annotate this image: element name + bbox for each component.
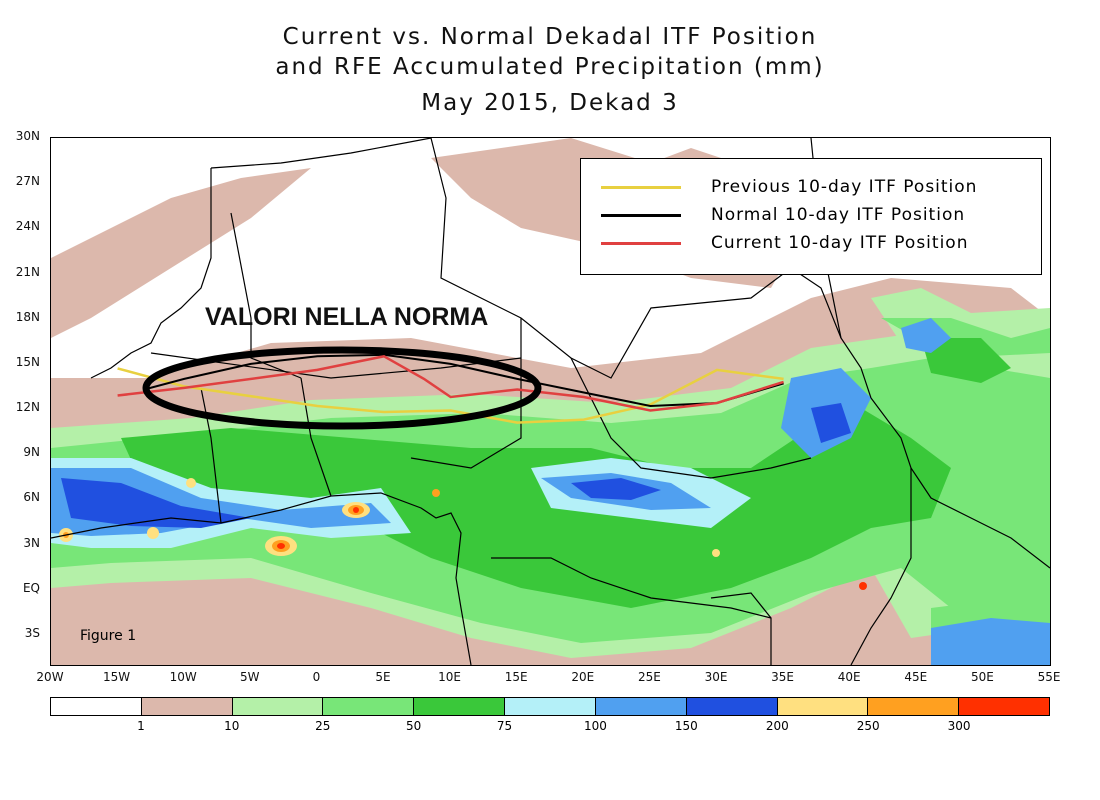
colorbar-swatch	[868, 698, 960, 715]
highlight-ellipse	[142, 346, 542, 430]
colorbar-label: 25	[315, 719, 331, 733]
figure-label: Figure 1	[80, 628, 137, 644]
lat-label: EQ	[22, 580, 40, 595]
colorbar-label: 50	[405, 719, 422, 733]
lat-label: 9N	[23, 445, 40, 460]
colorbar-swatch	[414, 698, 506, 715]
colorbar-label: 75	[496, 719, 513, 733]
lon-label: 20E	[571, 670, 595, 684]
colorbar-swatch	[232, 698, 324, 715]
colorbar-swatch	[323, 698, 415, 715]
colorbar-swatch	[959, 698, 1049, 715]
lat-label: 3N	[23, 535, 40, 550]
country-borders	[51, 138, 1050, 665]
lat-label: 15N	[15, 354, 40, 369]
lon-label: 5E	[375, 670, 391, 684]
lat-label: 6N	[23, 490, 40, 505]
colorbar-label: 250	[856, 719, 880, 733]
lon-label: 30E	[704, 670, 728, 684]
legend-item-current: Current 10-day ITF Position	[581, 233, 1041, 253]
legend-label-previous: Previous 10-day ITF Position	[711, 177, 978, 197]
colorbar-swatch	[141, 698, 233, 715]
colorbar-swatch	[686, 698, 778, 715]
lon-label: 15W	[103, 670, 131, 684]
colorbar-label: 100	[584, 719, 607, 733]
map-title-line1: Current vs. Normal Dekadal ITF Position	[282, 24, 818, 50]
rainfall-50-75-areas	[121, 338, 1011, 608]
lon-label: 15E	[504, 670, 528, 684]
colorbar-swatch	[777, 698, 869, 715]
colorbar-label: 300	[947, 719, 971, 733]
lon-label: 45E	[904, 670, 928, 684]
colorbar-label: 1	[137, 719, 145, 733]
colorbar-swatch	[51, 698, 142, 715]
lat-label: 27N	[15, 174, 40, 189]
rainfall-150-200-areas	[61, 403, 851, 528]
lat-label: 3S	[24, 625, 40, 640]
lat-label: 21N	[15, 264, 40, 279]
map-title-line2: and RFE Accumulated Precipitation (mm)	[275, 54, 825, 80]
lon-label: 50E	[970, 670, 994, 684]
map-date-label: May 2015, Dekad 3	[421, 90, 679, 116]
legend-swatch-normal	[601, 214, 681, 217]
lon-label: 55E	[1037, 670, 1061, 684]
lat-label: 18N	[15, 309, 40, 324]
colorbar-swatch	[595, 698, 687, 715]
legend-item-previous: Previous 10-day ITF Position	[581, 177, 1041, 197]
itf-line-normal	[143, 353, 784, 408]
lat-label: 12N	[15, 400, 40, 415]
lon-label: 20W	[36, 670, 64, 684]
lon-label: 0	[312, 670, 321, 684]
colorbar-swatch	[505, 698, 596, 715]
precipitation-colorbar	[50, 697, 1050, 716]
lon-label: 35E	[771, 670, 795, 684]
legend-label-current: Current 10-day ITF Position	[711, 233, 969, 253]
legend-item-normal: Normal 10-day ITF Position	[581, 205, 1041, 225]
lon-label: 25E	[637, 670, 661, 684]
lat-label: 24N	[15, 219, 40, 234]
colorbar-label: 200	[765, 719, 789, 733]
colorbar-label: 150	[674, 719, 698, 733]
itf-line-current	[117, 354, 784, 412]
annotation-text: VALORI NELLA NORMA	[205, 303, 489, 331]
legend-label-normal: Normal 10-day ITF Position	[711, 205, 966, 225]
legend-swatch-current	[601, 242, 681, 245]
lon-label: 10W	[169, 670, 197, 684]
itf-legend: Previous 10-day ITF Position Normal 10-d…	[580, 158, 1042, 275]
lon-label: 5W	[240, 670, 260, 684]
colorbar-label: 10	[224, 719, 240, 733]
lat-label: 30N	[15, 129, 40, 143]
lon-label: 10E	[438, 670, 462, 684]
lon-label: 40E	[837, 670, 861, 684]
map-canvas	[51, 138, 1050, 665]
legend-swatch-previous	[601, 186, 681, 189]
